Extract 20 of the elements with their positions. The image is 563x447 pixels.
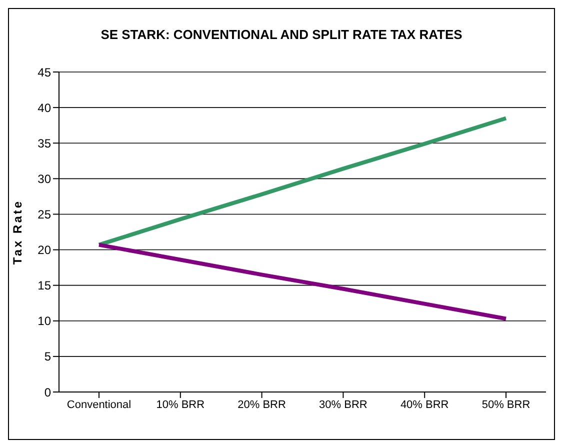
x-tick-label: Conventional xyxy=(66,398,132,411)
y-tick-label: 5 xyxy=(44,350,52,364)
x-tick-label: 10% BRR xyxy=(156,398,205,411)
y-tick-label: 40 xyxy=(38,100,52,115)
x-tick-label: 40% BRR xyxy=(400,398,449,411)
x-tick-label: 50% BRR xyxy=(482,398,530,411)
line-series xyxy=(97,116,508,247)
y-tick-label: 20 xyxy=(38,243,52,258)
y-tick-label: 30 xyxy=(38,172,52,186)
x-tick-label: 20% BRR xyxy=(238,398,286,411)
y-tick-label: 35 xyxy=(38,136,52,150)
y-tick-label: 10 xyxy=(38,314,52,328)
y-axis-title: Tax Rate xyxy=(10,199,24,265)
y-tick-label: 45 xyxy=(38,65,52,80)
y-tick-label: 15 xyxy=(38,278,52,293)
x-tick-label: 30% BRR xyxy=(319,398,368,411)
y-tick-label: 0 xyxy=(44,385,52,400)
y-tick-label: 25 xyxy=(38,207,52,222)
line-series xyxy=(97,242,508,321)
chart-title: SE STARK: CONVENTIONAL AND SPLIT RATE TAX RATES xyxy=(100,27,464,42)
